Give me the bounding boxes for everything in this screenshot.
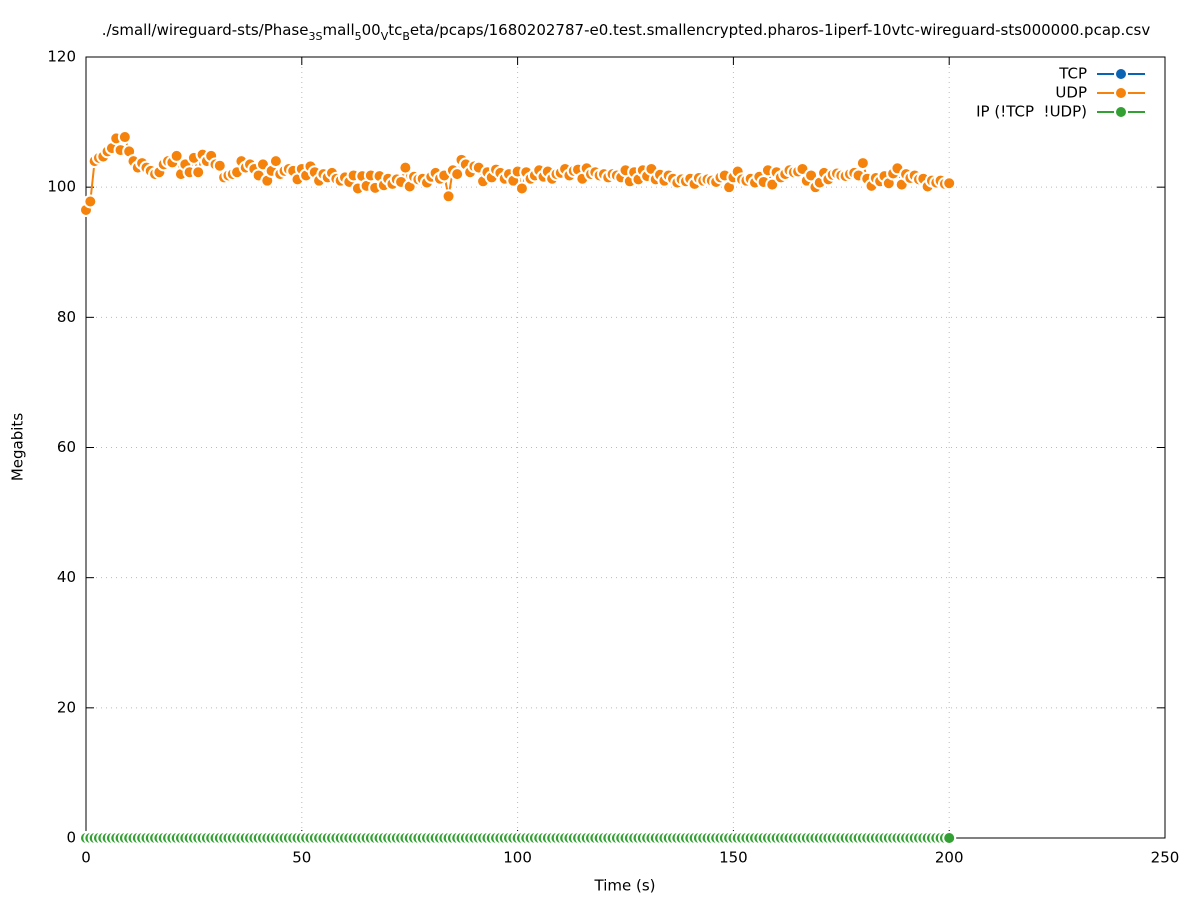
- data-point: [804, 168, 819, 183]
- data-point: [169, 148, 184, 163]
- y-axis-label: Megabits: [9, 413, 27, 481]
- legend-marker: [1114, 105, 1128, 119]
- title-segment: eta/pcaps/1680202787-e0.test.smallencryp…: [410, 21, 1150, 39]
- data-point: [117, 130, 132, 145]
- data-point: [765, 177, 780, 192]
- x-tick-label: 100: [503, 849, 532, 867]
- x-tick-label: 250: [1151, 849, 1180, 867]
- x-tick-label: 150: [719, 849, 748, 867]
- chart-title: ./small/wireguard-sts/Phase3Small500VtcB…: [102, 21, 1151, 43]
- data-point: [942, 176, 957, 191]
- y-tick-label: 0: [66, 829, 76, 847]
- legend-label: UDP: [1055, 84, 1087, 102]
- data-point: [450, 167, 465, 182]
- data-point: [268, 154, 283, 169]
- x-tick-label: 50: [292, 849, 311, 867]
- data-point: [514, 181, 529, 196]
- title-segment: 5: [355, 30, 362, 43]
- x-tick-label: 200: [935, 849, 964, 867]
- title-segment: B: [402, 30, 410, 43]
- y-tick-label: 80: [57, 308, 76, 326]
- y-tick-label: 60: [57, 438, 76, 456]
- legend-label: IP (!TCP !UDP): [976, 103, 1087, 121]
- title-segment: 3S: [308, 30, 322, 43]
- data-point: [212, 158, 227, 173]
- data-point: [855, 156, 870, 171]
- y-tick-label: 20: [57, 698, 76, 716]
- y-tick-label: 100: [47, 178, 76, 196]
- title-segment: ./small/wireguard-sts/Phase: [102, 21, 309, 39]
- y-tick-label: 40: [57, 568, 76, 586]
- x-tick-label: 0: [81, 849, 91, 867]
- title-segment: 00: [362, 21, 381, 39]
- data-point: [441, 189, 456, 204]
- legend-label: TCP: [1058, 65, 1087, 83]
- title-segment: V: [381, 30, 389, 43]
- legend-marker: [1114, 86, 1128, 100]
- data-point: [83, 194, 98, 209]
- title-segment: tc: [388, 21, 402, 39]
- title-segment: mall: [322, 21, 354, 39]
- data-point: [191, 165, 206, 180]
- legend-marker: [1114, 67, 1128, 81]
- data-point: [398, 160, 413, 175]
- y-tick-label: 120: [47, 48, 76, 66]
- data-point: [942, 831, 957, 845]
- x-axis-label: Time (s): [594, 877, 656, 895]
